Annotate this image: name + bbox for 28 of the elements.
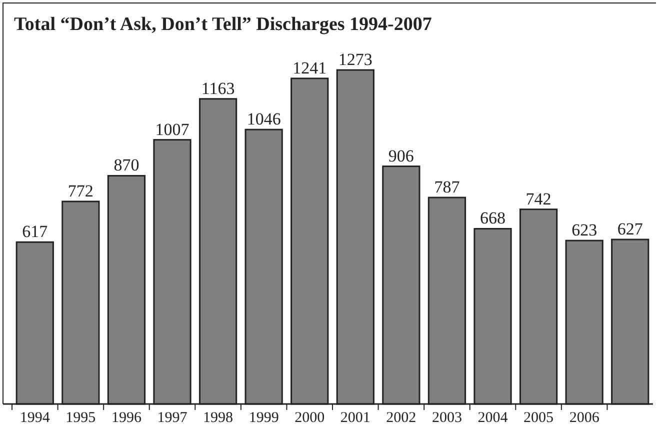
data-label: 623	[572, 220, 598, 240]
x-tick-label: 1998	[203, 410, 234, 426]
data-label: 1007	[155, 120, 190, 139]
x-tick-label: 1994	[20, 410, 50, 426]
data-label: 787	[434, 178, 460, 197]
data-label: 668	[480, 208, 506, 228]
data-label: 742	[526, 189, 552, 208]
data-label: 1163	[201, 78, 235, 98]
data-label: 772	[68, 181, 94, 200]
x-tick-label: 1996	[111, 410, 142, 426]
x-tick-label: 2000	[294, 410, 325, 426]
data-label: 627	[617, 219, 644, 238]
data-label: 906	[388, 146, 414, 166]
data-label: 617	[22, 222, 48, 242]
data-label: 870	[114, 156, 140, 175]
chart-title: Total “Don’t Ask, Don’t Tell” Discharges 1994-2007	[14, 14, 432, 35]
x-tick-label: 2002	[386, 410, 416, 426]
x-tick-label: 1995	[66, 410, 96, 426]
x-tick-label: 2005	[524, 410, 554, 426]
x-tick-label: 2001	[340, 410, 370, 426]
data-label: 1046	[246, 110, 281, 129]
x-tick-label: 2003	[432, 410, 462, 426]
x-tick-label: 1997	[157, 410, 188, 426]
data-label: 1273	[338, 50, 372, 69]
x-tick-label: 2004	[478, 410, 508, 426]
x-tick-label: 1999	[248, 410, 279, 426]
x-tick-label: 2006	[569, 410, 600, 426]
data-label: 1241	[292, 58, 327, 78]
